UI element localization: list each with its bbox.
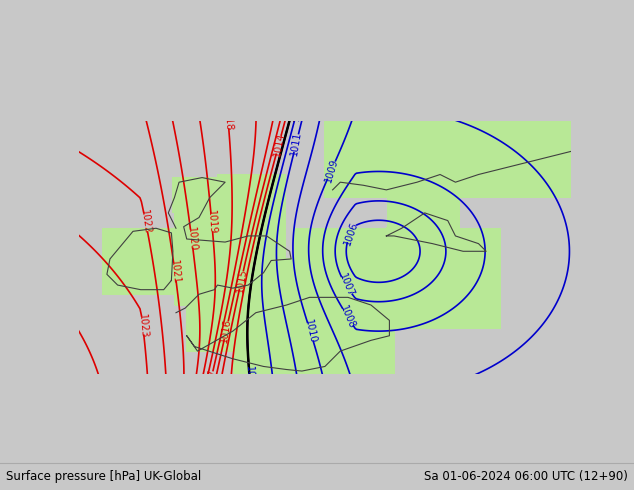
Text: 1013: 1013 — [286, 96, 300, 122]
Text: 1015: 1015 — [235, 267, 248, 293]
Text: 1022: 1022 — [139, 209, 152, 235]
Text: 1013: 1013 — [286, 96, 300, 122]
Text: 1023: 1023 — [137, 313, 149, 338]
Text: 1020: 1020 — [186, 226, 198, 251]
Text: Sa 01-06-2024 06:00 UTC (12+90): Sa 01-06-2024 06:00 UTC (12+90) — [424, 470, 628, 483]
Text: 1016: 1016 — [219, 318, 233, 343]
Text: 1008: 1008 — [339, 304, 357, 330]
Text: 1025: 1025 — [31, 368, 46, 394]
Text: 1021: 1021 — [169, 259, 181, 284]
Text: 1007: 1007 — [337, 272, 356, 299]
Text: 1019: 1019 — [206, 210, 217, 235]
Text: Surface pressure [hPa] UK-Global: Surface pressure [hPa] UK-Global — [6, 470, 202, 483]
Text: 1010: 1010 — [303, 318, 318, 345]
Text: 1012: 1012 — [290, 96, 305, 122]
Text: 1017: 1017 — [204, 368, 217, 393]
Text: 1009: 1009 — [323, 157, 340, 183]
Text: 1011: 1011 — [289, 130, 303, 156]
Text: 1018: 1018 — [222, 107, 234, 132]
Text: 1024: 1024 — [42, 282, 63, 308]
Text: 1013: 1013 — [244, 366, 256, 391]
Text: 1014: 1014 — [271, 132, 286, 158]
Text: 1006: 1006 — [342, 220, 359, 246]
